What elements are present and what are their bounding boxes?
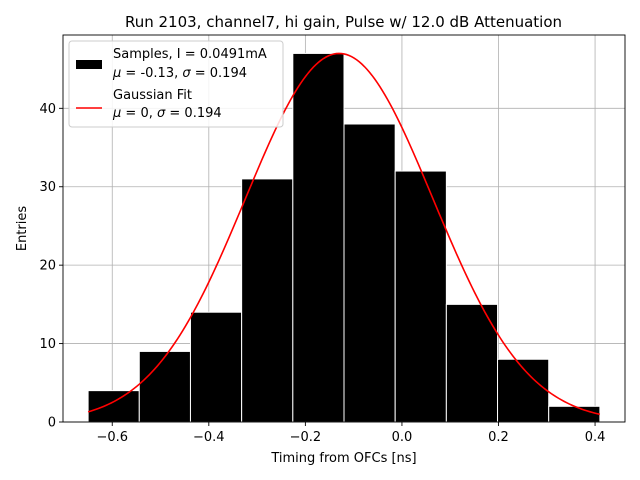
gaussian-fit-curve <box>87 52 601 416</box>
histogram-bar <box>87 390 140 423</box>
histogram-bar <box>138 350 191 423</box>
x-tick-label: 0.2 <box>488 430 509 445</box>
x-axis-label: Timing from OFCs [ns] <box>270 451 416 466</box>
legend-box <box>68 40 284 128</box>
y-tick-label: 40 <box>39 102 56 117</box>
x-tick-label: −0.4 <box>193 430 225 445</box>
chart-title: Run 2103, channel7, hi gain, Pulse w/ 12… <box>125 13 562 31</box>
y-axis-ticks: 0 10 20 30 40 <box>39 102 63 431</box>
legend-samples-stats: μ = -0.13, σ = 0.194 <box>112 66 247 81</box>
y-tick-label: 0 <box>48 416 56 431</box>
histogram-bar <box>241 178 294 423</box>
histogram-bar <box>189 311 243 423</box>
histogram-bar <box>292 52 345 423</box>
legend: Samples, I = 0.0491mA μ = -0.13, σ = 0.1… <box>68 40 284 128</box>
legend-samples-label: Samples, I = 0.0491mA <box>113 47 267 62</box>
histogram-bar <box>343 123 396 423</box>
x-axis-ticks: −0.6 −0.4 −0.2 0.0 0.2 0.4 <box>96 422 605 445</box>
y-tick-label: 30 <box>39 180 56 195</box>
x-tick-label: 0.0 <box>392 430 413 445</box>
legend-samples-swatch <box>76 60 102 69</box>
histogram-bar <box>497 358 550 423</box>
y-tick-label: 20 <box>39 259 56 274</box>
y-axis-label: Entries <box>15 206 30 252</box>
legend-fit-label: Gaussian Fit <box>113 88 192 103</box>
histogram-bar <box>394 170 447 423</box>
histogram-bar <box>548 405 601 423</box>
x-tick-label: −0.2 <box>290 430 322 445</box>
histogram-bars <box>87 52 601 423</box>
plot-frame <box>62 34 626 423</box>
y-tick-label: 10 <box>39 337 56 352</box>
legend-fit-stats: μ = 0, σ = 0.194 <box>112 106 222 121</box>
x-tick-label: 0.4 <box>585 430 606 445</box>
x-tick-label: −0.6 <box>96 430 128 445</box>
